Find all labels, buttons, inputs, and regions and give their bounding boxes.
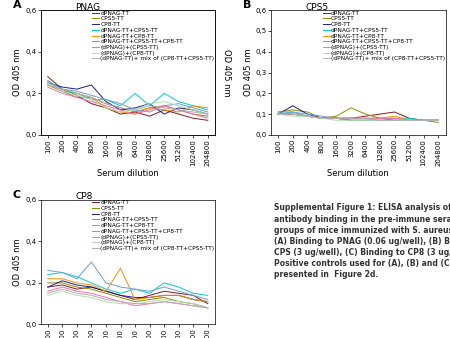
Text: C: C: [13, 190, 21, 200]
Y-axis label: OD 405 nm: OD 405 nm: [222, 49, 231, 96]
Legend: dPNAG-TT, CPS5-TT, CP8-TT, dPNAG-TT+CPS5-TT, dPNAG-TT+CP8-TT, dPNAG-TT+CPS5-TT+C: dPNAG-TT, CPS5-TT, CP8-TT, dPNAG-TT+CPS5…: [92, 200, 215, 251]
Text: B: B: [243, 0, 252, 10]
Text: Supplemental Figure 1: ELISA analysis of IgG
antibody binding in the pre-immune : Supplemental Figure 1: ELISA analysis of…: [274, 203, 450, 279]
Text: CP8: CP8: [76, 192, 93, 201]
Text: CPS5: CPS5: [306, 3, 329, 11]
Text: PNAG: PNAG: [76, 3, 100, 11]
Y-axis label: OD 405 nm: OD 405 nm: [14, 238, 22, 286]
Legend: dPNAG-TT, CPS5-TT, CP8-TT, dPNAG-TT+CPS5-TT, dPNAG-TT+CP8-TT, dPNAG-TT+CPS5-TT+C: dPNAG-TT, CPS5-TT, CP8-TT, dPNAG-TT+CPS5…: [92, 10, 215, 62]
Y-axis label: OD 405 nm: OD 405 nm: [14, 49, 22, 96]
Y-axis label: OD 405 nm: OD 405 nm: [244, 49, 253, 96]
X-axis label: Serum dilution: Serum dilution: [327, 169, 389, 177]
Text: A: A: [13, 0, 21, 10]
X-axis label: Serum dilution: Serum dilution: [97, 169, 159, 177]
Legend: dPNAG-TT, CPS5-TT, CP8-TT, dPNAG-TT+CPS5-TT, dPNAG-TT+CP8-TT, dPNAG-TT+CPS5-TT+C: dPNAG-TT, CPS5-TT, CP8-TT, dPNAG-TT+CPS5…: [322, 10, 446, 62]
